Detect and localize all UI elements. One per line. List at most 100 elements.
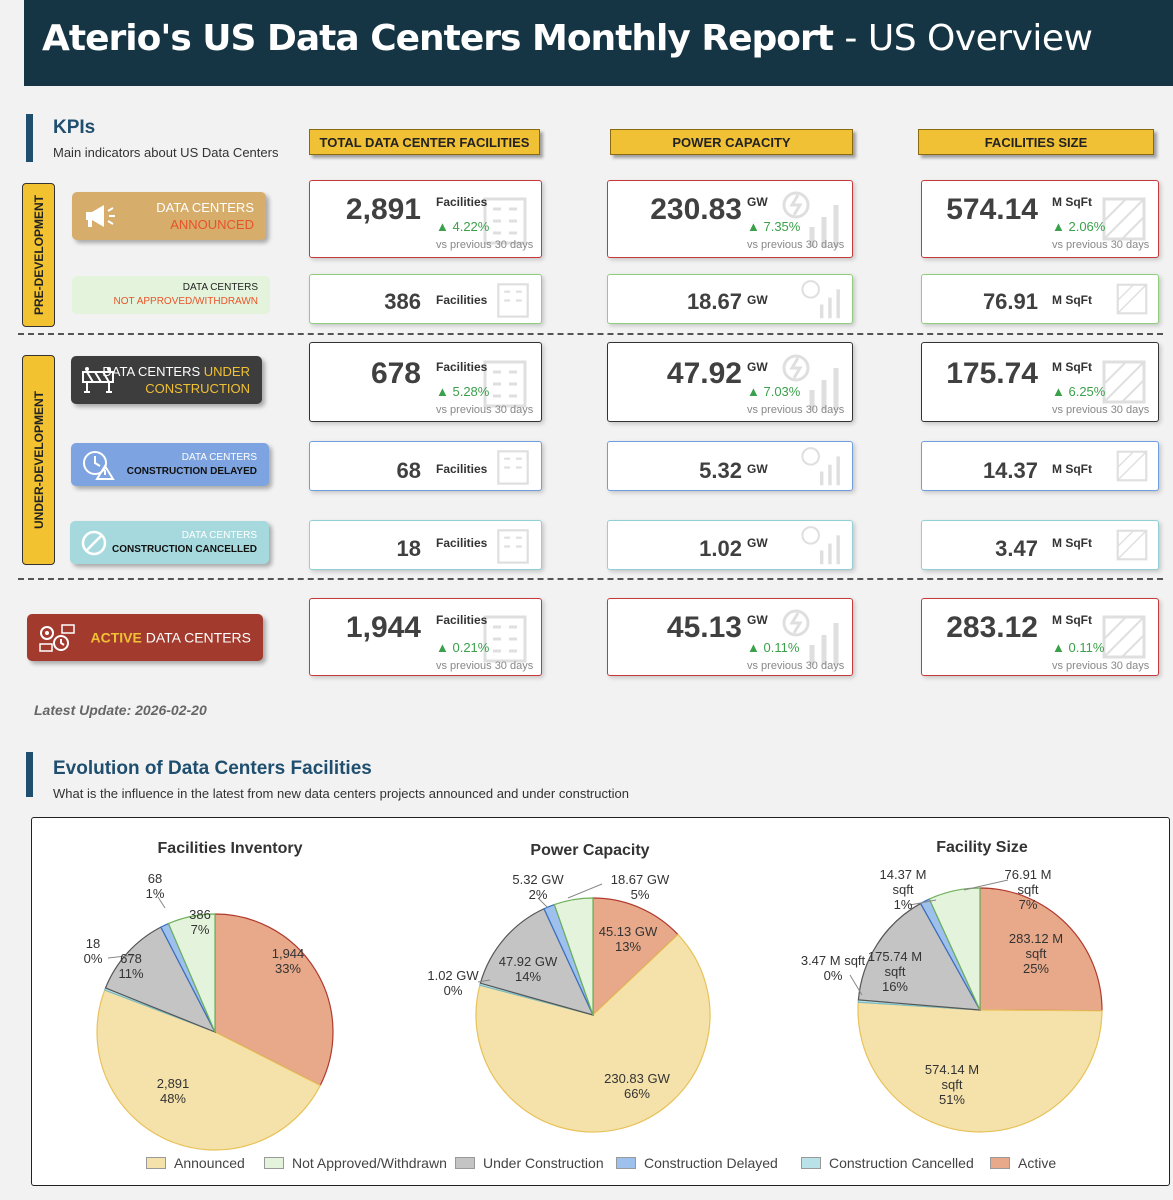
pie-2-slice-under-construction bbox=[857, 902, 982, 1011]
category-delayed: DATA CENTERS CONSTRUCTION DELAYED bbox=[71, 443, 269, 486]
category-active: ACTIVE DATA CENTERS bbox=[27, 614, 263, 661]
category-under-construction: DATA CENTERS UNDER CONSTRUCTION bbox=[71, 356, 262, 404]
floorplan-icon bbox=[1116, 283, 1148, 315]
pie-0-leader-cancelled bbox=[107, 954, 136, 959]
pie-1-label-not-approved: 18.67 GW 5% bbox=[610, 872, 670, 902]
power-growth-icon bbox=[801, 526, 840, 565]
pie-0-title: Facilities Inventory bbox=[157, 840, 303, 857]
kpi-section-subtitle: Main indicators about US Data Centers bbox=[53, 145, 279, 160]
floorplan-icon bbox=[1102, 360, 1146, 404]
kpi-under-construction-power: 47.92 GW ▲ 7.03% vs previous 30 days bbox=[607, 342, 853, 422]
legend-swatch bbox=[264, 1157, 284, 1169]
cancel-icon bbox=[81, 530, 107, 555]
pie-1-slice-announced bbox=[475, 933, 711, 1133]
pie-1-leader-delayed bbox=[537, 897, 549, 909]
legend-swatch bbox=[616, 1157, 636, 1169]
report-header: Aterio's US Data Centers Monthly Report … bbox=[24, 0, 1173, 86]
power-growth-icon bbox=[801, 280, 840, 319]
pie-0-label-cancelled: 18 0% bbox=[83, 936, 103, 966]
building-icon bbox=[483, 197, 527, 245]
pie-1-slice-under-construction bbox=[479, 907, 595, 1016]
legend-swatch bbox=[990, 1157, 1010, 1169]
legend-swatch bbox=[455, 1157, 475, 1169]
evolution-section-subtitle: What is the influence in the latest from… bbox=[53, 786, 629, 801]
pie-2-leader-not-approved bbox=[963, 879, 1009, 891]
power-growth-icon bbox=[801, 447, 840, 486]
col-head-power: POWER CAPACITY bbox=[610, 129, 853, 155]
pie-2-slice-not-approved bbox=[928, 887, 981, 1011]
kpi-not-approved-size: 76.91 M SqFt bbox=[921, 274, 1159, 324]
clock-warning-icon bbox=[83, 450, 115, 480]
pie-0-slice-not-approved bbox=[167, 913, 216, 1033]
evolution-section-title: Evolution of Data Centers Facilities bbox=[53, 758, 372, 779]
separator-pre bbox=[18, 333, 1163, 335]
pie-0-label-announced: 2,891 48% bbox=[156, 1076, 190, 1106]
kpi-active-facilities: 1,944 Facilities ▲ 0.21% vs previous 30 … bbox=[309, 598, 542, 676]
kpi-delayed-facilities: 68 Facilities bbox=[309, 441, 542, 491]
legend-label: Construction Cancelled bbox=[829, 1155, 974, 1171]
kpi-not-approved-facilities: 386 Facilities bbox=[309, 274, 542, 324]
kpi-delayed-size: 14.37 M SqFt bbox=[921, 441, 1159, 491]
col-head-facilities: TOTAL DATA CENTER FACILITIES bbox=[309, 129, 540, 155]
phase-under-development: UNDER-DEVELOPMENT bbox=[22, 355, 55, 565]
pie-1-slice-active bbox=[592, 897, 679, 1017]
server-gear-icon bbox=[39, 623, 75, 652]
pie-1-label-cancelled: 1.02 GW 0% bbox=[427, 968, 479, 998]
pie-2-slice-active bbox=[979, 887, 1103, 1012]
pie-0-leader-delayed bbox=[157, 896, 166, 909]
floorplan-icon bbox=[1116, 450, 1148, 482]
kpi-announced-facilities: 2,891 Facilities ▲ 4.22% vs previous 30 … bbox=[309, 180, 542, 258]
legend-label: Active bbox=[1018, 1155, 1057, 1171]
kpi-section-title: KPIs bbox=[53, 117, 96, 138]
pie-1-label-under-construction: 47.92 GW 14% bbox=[498, 954, 558, 984]
legend-swatch bbox=[801, 1157, 821, 1169]
kpi-section-bar bbox=[26, 114, 33, 162]
legend-label: Not Approved/Withdrawn bbox=[292, 1155, 447, 1171]
report-title: Aterio's US Data Centers Monthly Report … bbox=[42, 18, 1093, 59]
category-not-approved: DATA CENTERS NOT APPROVED/WITHDRAWN bbox=[72, 276, 270, 314]
legend-label: Construction Delayed bbox=[644, 1155, 778, 1171]
kpi-delayed-power: 5.32 GW bbox=[607, 441, 853, 491]
chart-legend: Announced Not Approved/Withdrawn Under Con… bbox=[0, 1155, 1173, 1173]
building-icon bbox=[483, 360, 527, 408]
legend-swatch bbox=[146, 1157, 166, 1169]
kpi-active-power: 45.13 GW ▲ 0.11% vs previous 30 days bbox=[607, 598, 853, 676]
separator-under bbox=[18, 578, 1163, 580]
pie-1-label-delayed: 5.32 GW 2% bbox=[512, 872, 564, 902]
power-growth-icon bbox=[782, 191, 839, 247]
kpi-cancelled-size: 3.47 M SqFt bbox=[921, 520, 1159, 570]
category-cancelled: DATA CENTERS CONSTRUCTION CANCELLED bbox=[70, 521, 269, 564]
kpi-under-construction-facilities: 678 Facilities ▲ 5.28% vs previous 30 da… bbox=[309, 342, 542, 422]
pie-1-slice-not-approved bbox=[553, 897, 594, 1016]
power-growth-icon bbox=[782, 354, 839, 410]
col-head-size: FACILITIES SIZE bbox=[918, 129, 1154, 155]
pie-2-leader-delayed bbox=[909, 899, 937, 906]
pie-1-label-announced: 230.83 GW 66% bbox=[604, 1071, 670, 1101]
pie-1-title: Power Capacity bbox=[530, 842, 650, 859]
kpi-cancelled-power: 1.02 GW bbox=[607, 520, 853, 570]
building-icon bbox=[497, 450, 529, 485]
kpi-not-approved-power: 18.67 GW bbox=[607, 274, 853, 324]
building-icon bbox=[497, 283, 529, 318]
floorplan-icon bbox=[1102, 197, 1146, 241]
legend-label: Announced bbox=[174, 1155, 245, 1171]
kpi-active-size: 283.12 M SqFt ▲ 0.11% vs previous 30 day… bbox=[921, 598, 1159, 676]
pie-1-leader-not-approved bbox=[567, 883, 603, 899]
pie-0-label-active: 1,944 33% bbox=[271, 946, 305, 976]
kpi-cancelled-facilities: 18 Facilities bbox=[309, 520, 542, 570]
pie-2-label-cancelled: 3.47 M sqft 0% bbox=[800, 953, 866, 983]
building-icon bbox=[483, 615, 527, 663]
pie-0-label-under-construction: 678 11% bbox=[118, 951, 144, 981]
kpi-under-construction-size: 175.74 M SqFt ▲ 6.25% vs previous 30 day… bbox=[921, 342, 1159, 422]
latest-update: Latest Update: 2026-02-20 bbox=[34, 702, 207, 718]
pie-0-slice-active bbox=[214, 913, 334, 1087]
pie-0-slice-announced bbox=[96, 989, 322, 1151]
category-announced: DATA CENTERS ANNOUNCED bbox=[72, 192, 266, 240]
pie-1-label-active: 45.13 GW 13% bbox=[598, 924, 658, 954]
